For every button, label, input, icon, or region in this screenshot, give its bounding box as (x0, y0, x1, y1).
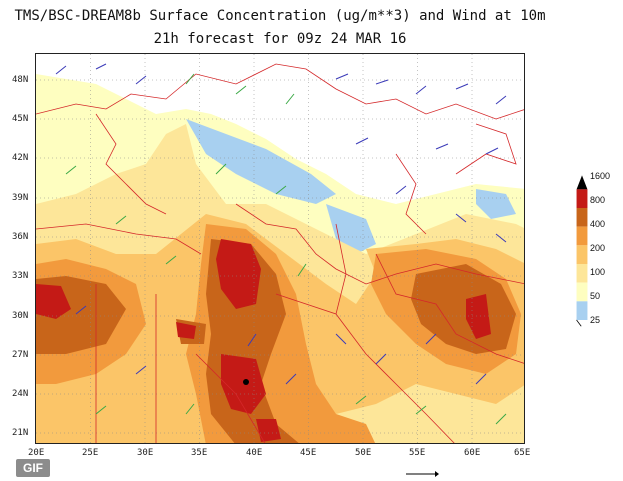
lat-label-36n: 36N (12, 232, 29, 242)
map-title: TMS/BSC-DREAM8b Surface Concentration (u… (14, 8, 546, 24)
band-1600-west (36, 284, 71, 319)
colorbar (576, 175, 588, 327)
wind-scale-arrow-icon (406, 471, 439, 477)
dust-concentration-map (35, 53, 525, 444)
map-canvas (36, 54, 524, 443)
lon-label-55e: 55E (409, 448, 426, 458)
band-1600-north (216, 239, 261, 309)
lon-label-35e: 35E (191, 448, 208, 458)
lat-label-42n: 42N (12, 153, 29, 163)
band-peak-dot (243, 379, 249, 385)
colorbar-label-1600: 1600 (590, 171, 611, 181)
colorbar-200 (576, 245, 588, 264)
colorbar-1600 (576, 189, 588, 208)
colorbar-label-50: 50 (590, 291, 601, 301)
colorbar-label-200: 200 (590, 243, 606, 253)
band-1600-south (221, 354, 266, 414)
forecast-subtitle: 21h forecast for 09z 24 MAR 16 (153, 31, 407, 47)
low-concentration-area (36, 54, 524, 204)
lon-label-50e: 50E (355, 448, 372, 458)
colorbar-50 (576, 282, 588, 302)
band-1600-spot (176, 322, 196, 339)
gif-badge[interactable]: GIF (16, 459, 50, 477)
band-25-east (476, 189, 516, 219)
colorbar-label-800: 800 (590, 195, 606, 205)
lat-label-27n: 27N (12, 350, 29, 360)
band-1600-east (466, 294, 491, 339)
lat-label-48n: 48N (12, 75, 29, 85)
lat-label-33n: 33N (12, 271, 29, 281)
wind-vectors (55, 63, 507, 425)
lat-label-21n: 21N (12, 428, 29, 438)
lat-label-24n: 24N (12, 389, 29, 399)
lon-label-25e: 25E (82, 448, 99, 458)
lon-label-65e: 65E (514, 448, 531, 458)
colorbar-label-400: 400 (590, 219, 606, 229)
lat-label-45n: 45N (12, 114, 29, 124)
colorbar-400 (576, 226, 588, 246)
lon-label-45e: 45E (300, 448, 317, 458)
colorbar-800 (576, 208, 588, 227)
colorbar-top-triangle (576, 175, 588, 190)
lat-label-30n: 30N (12, 311, 29, 321)
lon-label-20e: 20E (28, 448, 45, 458)
colorbar-25 (576, 301, 588, 320)
band-25-black-sea (186, 119, 336, 204)
colorbar-100 (576, 264, 588, 283)
colorbar-label-25: 25 (590, 315, 601, 325)
band-1600-bottom (256, 419, 281, 442)
lon-label-30e: 30E (137, 448, 154, 458)
lon-label-40e: 40E (246, 448, 263, 458)
band-25-caspian (326, 204, 376, 254)
lon-label-60e: 60E (464, 448, 481, 458)
colorbar-label-100: 100 (590, 267, 606, 277)
lat-label-39n: 39N (12, 193, 29, 203)
country-borders (36, 63, 524, 443)
colorbar-tail (576, 319, 582, 327)
